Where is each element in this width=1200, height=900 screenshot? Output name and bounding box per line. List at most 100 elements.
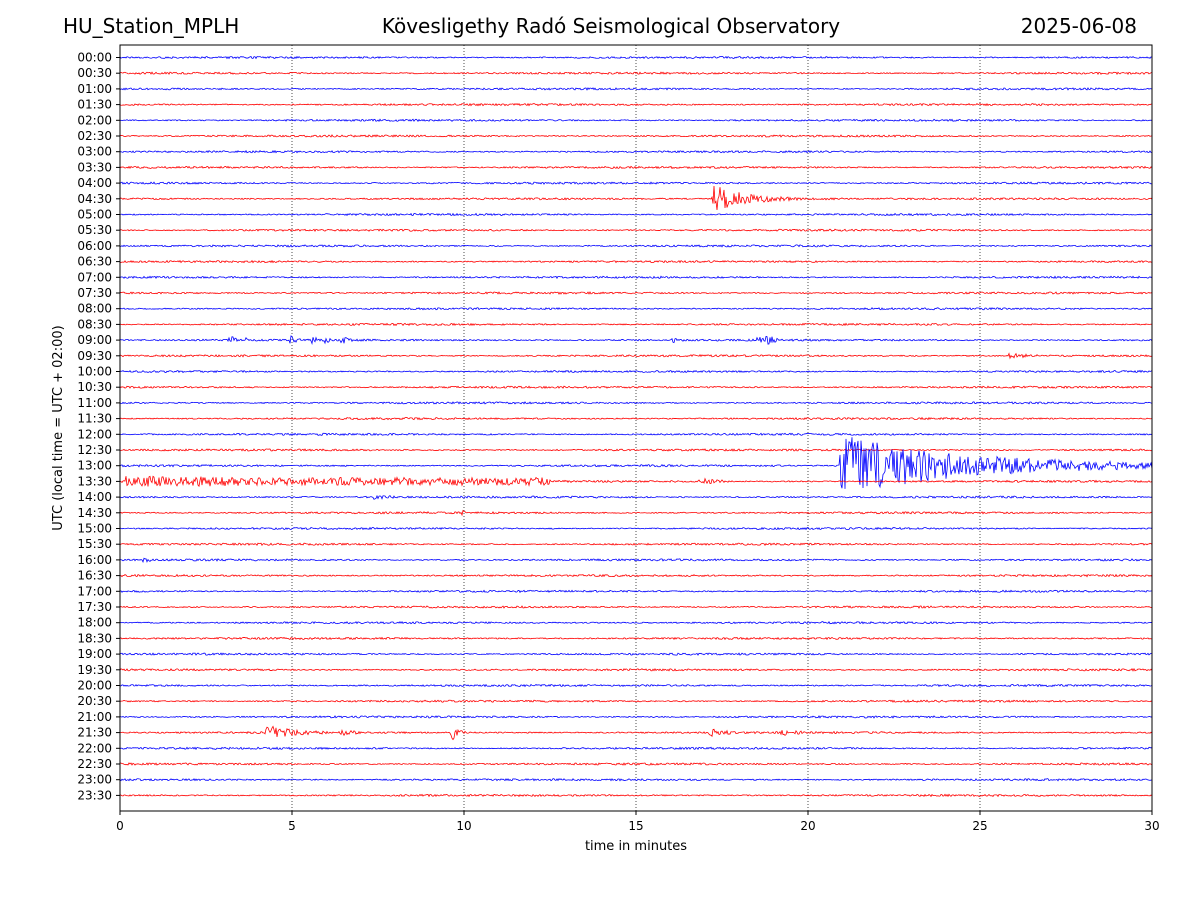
y-tick-label: 22:00	[77, 741, 112, 755]
y-tick-label: 02:00	[77, 113, 112, 127]
y-tick-label: 10:00	[77, 365, 112, 379]
trace-row-1800	[120, 620, 1152, 625]
y-tick-label: 23:00	[77, 773, 112, 787]
trace-row-1830	[120, 636, 1152, 641]
trace-row-1100	[120, 401, 1152, 405]
trace-row-0900	[120, 335, 1152, 346]
trace-row-2130	[120, 725, 1152, 741]
x-tick-label: 0	[116, 819, 124, 833]
trace-row-0500	[120, 212, 1152, 217]
x-tick-label: 5	[288, 819, 296, 833]
x-tick-label: 25	[972, 819, 987, 833]
trace-row-2000	[120, 683, 1152, 688]
trace-row-0000	[120, 55, 1152, 60]
y-tick-label: 00:00	[77, 51, 112, 65]
x-tick-label: 10	[456, 819, 471, 833]
y-tick-label: 14:00	[77, 490, 112, 504]
trace-row-0630	[120, 259, 1152, 264]
y-tick-label: 01:30	[77, 98, 112, 112]
y-tick-label: 11:00	[77, 396, 112, 410]
trace-row-2200	[120, 746, 1152, 751]
y-tick-label: 09:30	[77, 349, 112, 363]
seismic-traces	[120, 55, 1152, 798]
trace-row-2100	[120, 715, 1152, 719]
trace-row-1600	[120, 557, 1152, 563]
y-tick-label: 07:30	[77, 286, 112, 300]
y-tick-label: 13:00	[77, 459, 112, 473]
y-tick-label: 21:00	[77, 710, 112, 724]
y-tick-label: 16:00	[77, 553, 112, 567]
x-axis-label: time in minutes	[585, 839, 687, 854]
trace-row-1200	[120, 432, 1152, 437]
trace-row-0330	[120, 165, 1152, 170]
y-tick-label: 11:30	[77, 412, 112, 426]
trace-row-0400	[120, 181, 1152, 185]
y-tick-label: 10:30	[77, 380, 112, 394]
trace-row-1730	[120, 605, 1152, 609]
trace-row-0700	[120, 275, 1152, 280]
y-tick-label: 19:30	[77, 663, 112, 677]
trace-row-1930	[120, 667, 1152, 672]
trace-row-1030	[120, 385, 1152, 390]
y-tick-label: 18:30	[77, 631, 112, 645]
trace-row-1530	[120, 542, 1152, 546]
y-tick-label: 16:30	[77, 569, 112, 583]
trace-row-2030	[120, 699, 1152, 703]
y-tick-label: 12:00	[77, 427, 112, 441]
trace-row-0600	[120, 244, 1152, 248]
trace-row-0100	[120, 87, 1152, 91]
trace-row-0430	[120, 185, 1152, 210]
trace-row-0200	[120, 118, 1152, 123]
trace-row-1130	[120, 416, 1152, 421]
x-axis-ticks: 0 5 10 15 20 25 30	[116, 811, 1160, 833]
trace-row-1230	[120, 448, 1152, 452]
y-tick-label: 15:00	[77, 522, 112, 536]
y-tick-label: 05:00	[77, 208, 112, 222]
trace-row-0730	[120, 291, 1152, 295]
trace-row-1330	[120, 475, 1152, 488]
y-tick-label: 03:00	[77, 145, 112, 159]
y-tick-label: 08:00	[77, 302, 112, 316]
y-tick-label: 19:00	[77, 647, 112, 661]
y-tick-label: 18:00	[77, 616, 112, 630]
y-tick-label: 12:30	[77, 443, 112, 457]
trace-row-0830	[120, 322, 1152, 327]
trace-row-2300	[120, 778, 1152, 782]
y-tick-label: 01:00	[77, 82, 112, 96]
y-tick-label: 23:30	[77, 788, 112, 802]
y-tick-label: 17:00	[77, 584, 112, 598]
trace-row-1630	[120, 573, 1152, 578]
y-axis-label: UTC (local time = UTC + 02:00)	[51, 325, 66, 530]
trace-row-2330	[120, 793, 1152, 798]
y-tick-label: 22:30	[77, 757, 112, 771]
y-tick-label: 02:30	[77, 129, 112, 143]
trace-row-0800	[120, 307, 1152, 311]
y-tick-label: 06:30	[77, 255, 112, 269]
y-tick-label: 04:30	[77, 192, 112, 206]
trace-row-0130	[120, 102, 1152, 107]
y-tick-label: 20:00	[77, 679, 112, 693]
trace-row-1430	[120, 509, 1152, 517]
trace-row-0230	[120, 134, 1152, 138]
y-tick-label: 07:00	[77, 270, 112, 284]
chart-title: Kövesligethy Radó Seismological Observat…	[381, 14, 841, 38]
y-tick-label: 03:30	[77, 160, 112, 174]
trace-row-0530	[120, 228, 1152, 232]
trace-row-1700	[120, 589, 1152, 594]
y-tick-label: 20:30	[77, 694, 112, 708]
station-name: HU_Station_MPLH	[63, 14, 240, 38]
y-tick-label: 21:30	[77, 726, 112, 740]
y-tick-label: 04:00	[77, 176, 112, 190]
y-tick-label: 09:00	[77, 333, 112, 347]
trace-row-1000	[120, 369, 1152, 374]
y-tick-label: 15:30	[77, 537, 112, 551]
trace-row-0930	[120, 352, 1152, 360]
trace-row-1900	[120, 652, 1152, 656]
x-tick-label: 20	[800, 819, 815, 833]
x-tick-label: 15	[628, 819, 643, 833]
trace-row-1500	[120, 526, 1152, 531]
y-tick-label: 17:30	[77, 600, 112, 614]
x-tick-label: 30	[1144, 819, 1159, 833]
